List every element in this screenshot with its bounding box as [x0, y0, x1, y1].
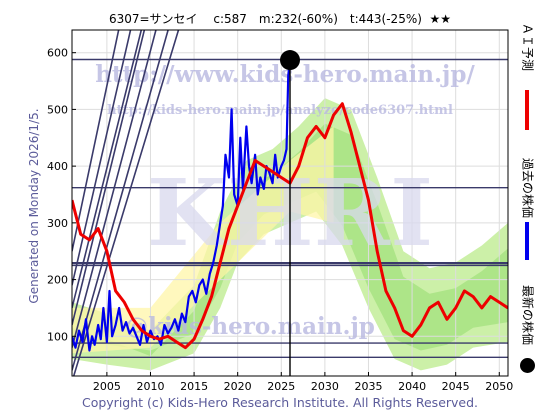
- channel-line: [72, 30, 120, 252]
- y-tick-label: 500: [47, 103, 68, 116]
- x-tick-label: 2010: [136, 380, 164, 393]
- y-tick-label: 600: [47, 47, 68, 60]
- y-tick-label: 100: [47, 330, 68, 343]
- channel-line: [72, 30, 157, 348]
- channel-line: [72, 30, 146, 326]
- legend-label-latest: 最新の株価: [520, 284, 535, 346]
- x-tick-label: 2025: [267, 380, 295, 393]
- y-tick-label: 300: [47, 217, 68, 230]
- x-tick-label: 2005: [93, 380, 121, 393]
- plot-frame: [71, 29, 509, 377]
- watermark-url-sub: http://kids-hero.main.jp/analyze/code630…: [107, 103, 453, 118]
- y-tick-label: 200: [47, 274, 68, 287]
- forecast-band-inner: [72, 123, 508, 357]
- channel-line: [72, 30, 143, 309]
- legend-line-past: [525, 222, 529, 260]
- plot-layer: KHRIhttp://www.kids-hero.main.jp/http://…: [72, 30, 508, 376]
- x-tick-label: 2020: [224, 380, 252, 393]
- x-tick-label: 2030: [311, 380, 339, 393]
- x-tick-label: 2015: [180, 380, 208, 393]
- forecast-cone: [72, 126, 334, 354]
- x-tick-label: 2035: [354, 380, 382, 393]
- copyright-footer: Copyright (c) Kids-Hero Research Institu…: [81, 395, 479, 410]
- x-tick-label: 2045: [442, 380, 470, 393]
- series-past-price: [72, 59, 292, 352]
- x-tick-label: 2040: [398, 380, 426, 393]
- x-tick-label: 2050: [485, 380, 513, 393]
- legend-label-ai: ＡＩ予測: [520, 22, 535, 72]
- y-tick-label: 400: [47, 160, 68, 173]
- channel-line: [72, 30, 180, 376]
- legend-label-past: 過去の株価: [520, 157, 535, 219]
- legend-line-ai: [525, 90, 529, 130]
- legend-dot-latest: [520, 358, 535, 373]
- channel-line: [72, 30, 169, 371]
- latest-price-dot: [280, 50, 300, 71]
- channel-line: [72, 30, 132, 286]
- chart-title: 6307=サンセイ c:587 m:232(-60%) t:443(-25%) …: [108, 12, 452, 26]
